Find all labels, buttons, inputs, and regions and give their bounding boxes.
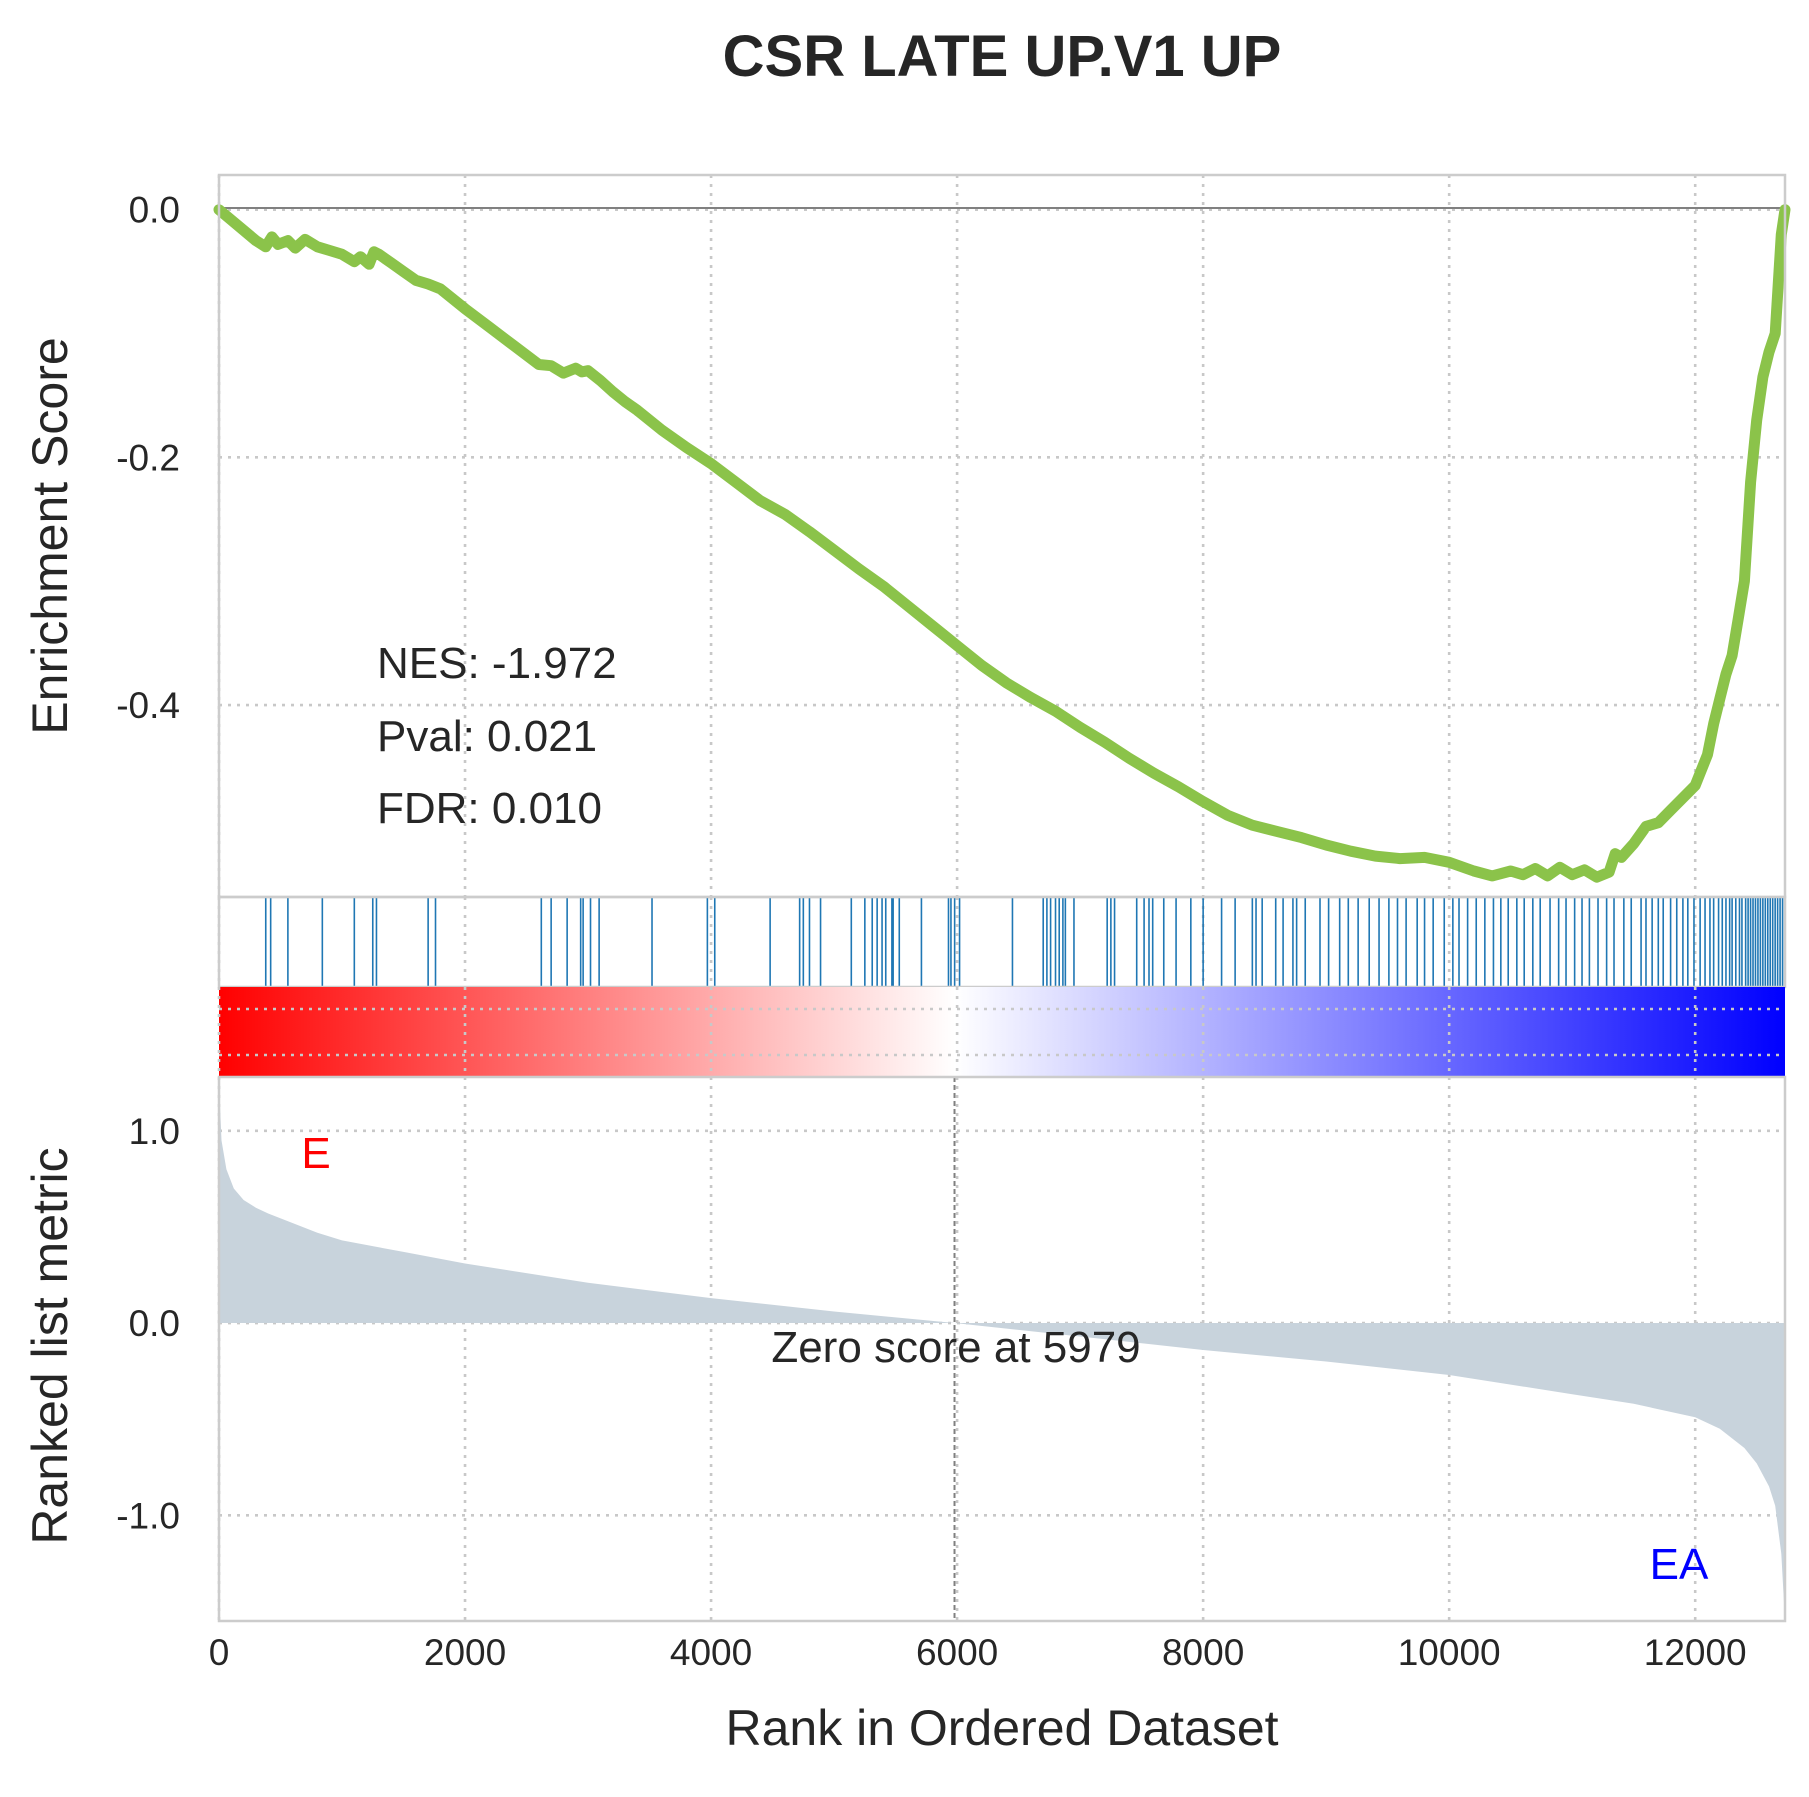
right-phenotype-label: EA: [1650, 1540, 1709, 1589]
es-y-tick-label: -0.4: [116, 685, 180, 726]
x-tick-label: 6000: [916, 1632, 998, 1673]
metric-frame: [217, 1075, 1787, 1623]
enrichment-grid: [217, 175, 1785, 897]
enrichment-panel: 0.0 -0.2 -0.4 NES: -1.972 Pval: 0.021 FDR:…: [22, 173, 1791, 899]
hits-grid: [217, 897, 1697, 987]
enrichment-y-label: Enrichment Score: [22, 337, 78, 734]
hits-panel: [217, 895, 1787, 989]
metric-y-ticks: 1.0 0.0 -1.0: [116, 1111, 180, 1536]
nes-stat: NES: -1.972: [377, 639, 617, 688]
fdr-stat: FDR: 0.010: [377, 784, 602, 833]
es-y-tick-label: -0.2: [116, 437, 180, 478]
metric-panel: Zero score at 5979 E EA 1.0 0.0 -1.0 Ranke…: [22, 1075, 1787, 1623]
x-axis-label: Rank in Ordered Dataset: [725, 1700, 1278, 1756]
colorbar-grid: [217, 987, 1785, 1077]
x-tick-label: 2000: [424, 1632, 506, 1673]
rank-colorbar: [219, 987, 1785, 1077]
colorbar-panel: [217, 987, 1785, 1077]
ranked-metric-area: [219, 1082, 1785, 1621]
metric-grid: [217, 1077, 1785, 1621]
metric-y-tick-label: 1.0: [129, 1111, 180, 1152]
pval-stat: Pval: 0.021: [377, 712, 597, 761]
enrichment-stats: NES: -1.972 Pval: 0.021 FDR: 0.010: [377, 639, 617, 833]
x-tick-label: 0: [209, 1632, 230, 1673]
enrichment-y-ticks: 0.0 -0.2 -0.4: [116, 190, 180, 726]
hit-markers: [264, 897, 1784, 987]
x-tick-label: 12000: [1644, 1632, 1747, 1673]
metric-y-label: Ranked list metric: [22, 1147, 78, 1544]
x-tick-label: 10000: [1398, 1632, 1501, 1673]
x-tick-label: 8000: [1162, 1632, 1244, 1673]
zero-score-label: Zero score at 5979: [771, 1323, 1140, 1372]
es-y-tick-label: 0.0: [129, 190, 180, 231]
metric-y-tick-label: 0.0: [129, 1303, 180, 1344]
metric-y-tick-label: -1.0: [116, 1495, 180, 1536]
left-phenotype-label: E: [301, 1129, 330, 1178]
x-tick-label: 4000: [670, 1632, 752, 1673]
enrichment-curve: [213, 204, 1791, 883]
chart-title: CSR LATE UP.V1 UP: [723, 24, 1282, 89]
x-axis-ticks: 0 2000 4000 6000 8000 10000 12000: [209, 1632, 1747, 1673]
